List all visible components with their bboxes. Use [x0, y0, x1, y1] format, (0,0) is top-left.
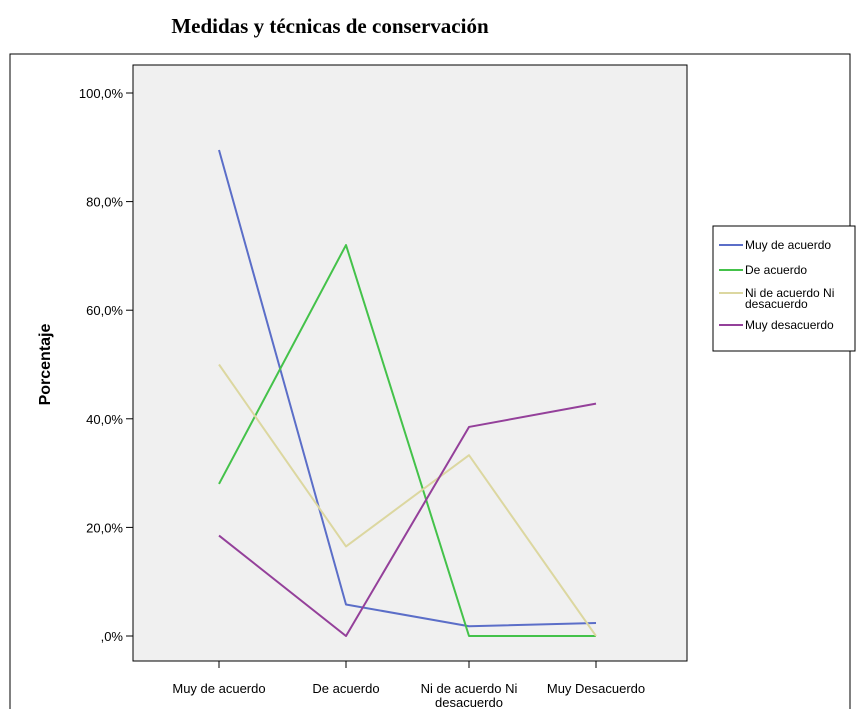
series-line: [218, 363, 597, 637]
series-line: [218, 244, 596, 637]
y-tick-label: 100,0%: [79, 86, 124, 101]
y-tick-label: ,0%: [101, 629, 124, 644]
plot-area: [132, 64, 688, 662]
legend-label: Ni de acuerdo Ni desacuerdo: [745, 286, 834, 311]
y-tick-label: 60,0%: [86, 303, 123, 318]
x-tick-label: De acuerdo: [312, 681, 379, 696]
x-axis: Muy de acuerdo De acuerdo Ni de acuerdo Ni…: [172, 661, 645, 709]
x-tick-label: Muy Desacuerdo: [547, 681, 645, 696]
y-axis: ,0% 20,0% 40,0% 60,0% 80,0% 100,0% Porcentaje: [37, 86, 133, 644]
legend-label: Muy desacuerdo: [745, 318, 834, 332]
y-tick-label: 80,0%: [86, 195, 123, 210]
series-lines: [218, 149, 597, 637]
y-axis-label: Porcentaje: [37, 323, 54, 405]
x-tick-label: Muy de acuerdo: [172, 681, 265, 696]
legend-label: De acuerdo: [745, 263, 807, 277]
legend-label: Muy de acuerdo: [745, 238, 831, 252]
chart-title: Medidas y técnicas de conservación: [171, 14, 489, 38]
legend: Muy de acuerdo De acuerdo Ni de acuerdo Ni…: [712, 225, 856, 352]
y-tick-label: 20,0%: [86, 520, 123, 535]
y-tick-label: 40,0%: [86, 412, 123, 427]
series-line: [218, 402, 597, 637]
legend-box: [712, 225, 856, 352]
chart-frame: [9, 53, 851, 709]
series-line: [218, 149, 597, 628]
x-tick-label: Ni de acuerdo Ni desacuerdo: [421, 681, 518, 709]
